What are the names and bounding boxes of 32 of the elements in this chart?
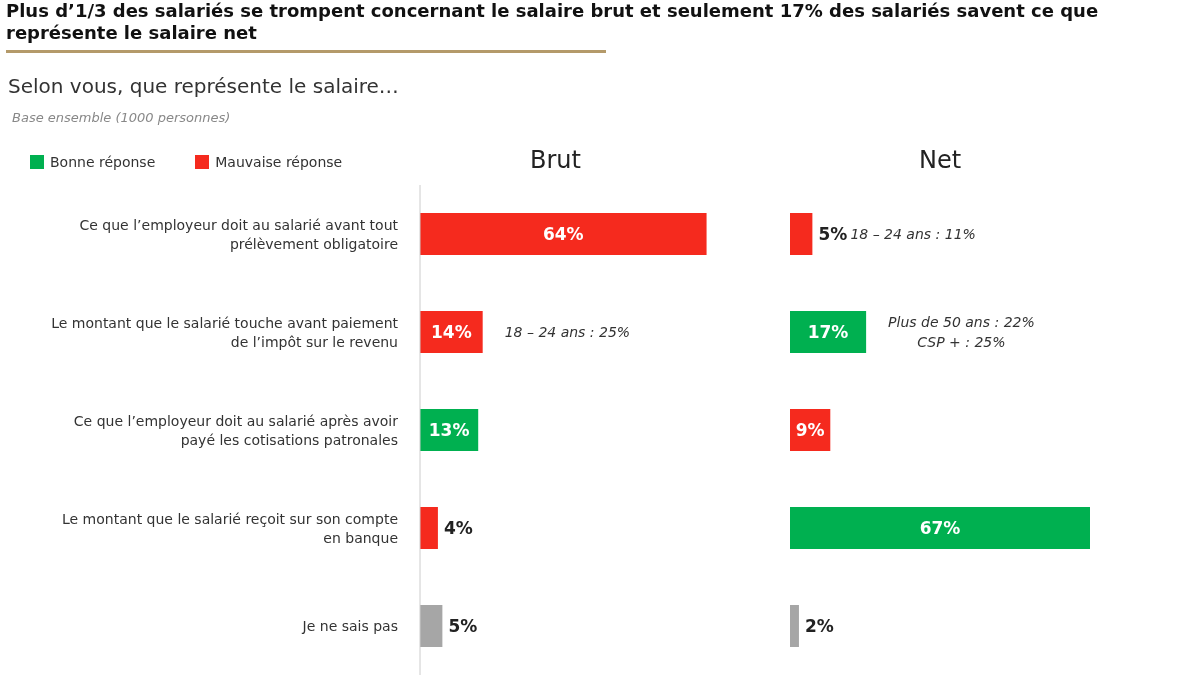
annotation: 18 – 24 ans : 11% — [850, 225, 976, 244]
y-tick-label: Le montant que le salarié reçoit sur son compte en banque — [62, 511, 398, 546]
annotation: 18 – 24 ans : 25% — [504, 323, 631, 342]
bar — [790, 213, 813, 255]
text: Base ensemble (1000 personnes) — [12, 110, 231, 125]
legend-label: Bonne réponse — [50, 154, 156, 170]
text: Selon vous, que représente le salaire… — [8, 74, 399, 98]
bar — [790, 605, 799, 647]
data-label: 5% — [818, 224, 848, 244]
bar — [790, 311, 867, 353]
y-tick-label: Je ne sais pas — [301, 618, 398, 634]
data-label: 67% — [919, 518, 961, 538]
y-tick-label: Ce que l’employeur doit au salarié après avoir payé les cotisations patronales — [73, 413, 399, 448]
data-label: 17% — [807, 322, 849, 342]
y-tick-label: Ce que l’employeur doit au salarié avant tout prélèvement obligatoire — [79, 217, 399, 252]
data-label: 14% — [430, 322, 472, 342]
data-label: 2% — [804, 616, 834, 636]
data-label: 13% — [428, 420, 470, 440]
bar — [790, 507, 1090, 549]
bar — [420, 507, 438, 549]
annotation: Plus de 50 ans : 22% CSP + : 25% — [888, 313, 1035, 352]
x-axis-title: Net — [917, 146, 963, 174]
data-label: 9% — [795, 420, 825, 440]
chart-title: Plus d’1/3 des salariés se trompent concernant le salaire brut et seulement 17% des salariés savent ce que représente le salaire net — [6, 0, 1100, 44]
y-tick-label: Le montant que le salarié touche avant paiement de l’impôt sur le revenu — [51, 315, 399, 350]
data-label: 4% — [443, 518, 473, 538]
data-label: 5% — [448, 616, 478, 636]
x-axis-title: Brut — [529, 146, 582, 174]
data-label: 64% — [542, 224, 584, 244]
legend-label: Mauvaise réponse — [215, 154, 343, 170]
bar — [420, 605, 443, 647]
bar — [420, 213, 707, 255]
